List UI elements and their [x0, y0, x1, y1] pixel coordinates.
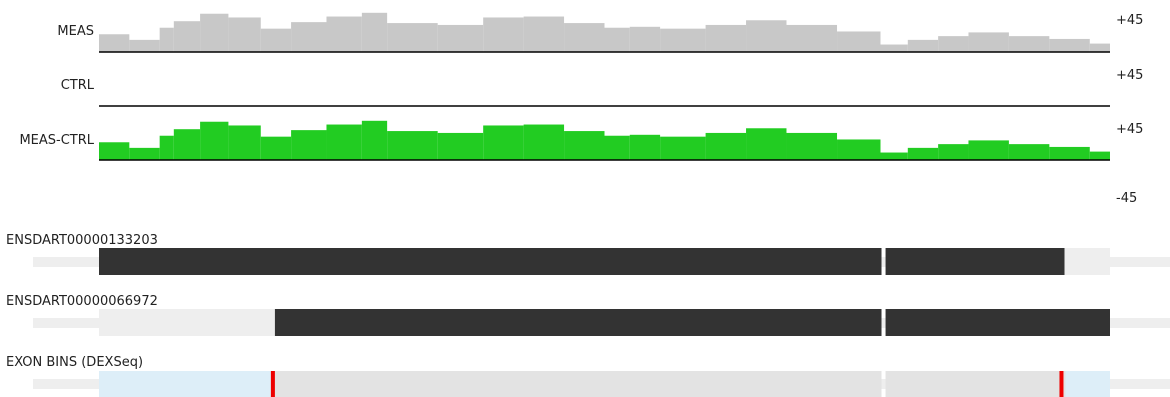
track-diff: MEAS-CTRL +45 -45	[19, 120, 1143, 206]
exon-bins	[99, 371, 1110, 397]
transcript-1-exon-0[interactable]	[99, 309, 275, 336]
coverage-bar-diff-4	[200, 121, 229, 160]
coverage-bar-diff-8	[326, 124, 362, 160]
track-meas-bars	[99, 12, 1110, 53]
coverage-bar-meas-11	[437, 24, 484, 52]
significant-bin-markers	[270, 371, 1064, 397]
transcript-1-exon-2[interactable]	[885, 309, 1110, 336]
transcript-1-exons	[99, 309, 1110, 336]
coverage-bar-meas-9	[361, 12, 388, 53]
transcript-0-exons	[99, 248, 1110, 275]
coverage-bar-meas-6	[260, 28, 292, 52]
coverage-bar-meas-28	[1089, 43, 1110, 52]
coverage-bar-diff-21	[837, 139, 881, 160]
coverage-bar-meas-1	[129, 39, 160, 52]
coverage-bar-meas-16	[629, 26, 661, 52]
track-meas: MEAS +45	[57, 12, 1143, 53]
coverage-bar-diff-25	[968, 140, 1009, 160]
coverage-bar-diff-9	[361, 120, 388, 160]
transcript-0-name: ENSDART00000133203	[6, 233, 158, 248]
coverage-bar-meas-19	[746, 20, 787, 52]
track-meas-scale-top: +45	[1116, 13, 1143, 28]
exon-bins-track: EXON BINS (DEXSeq)	[6, 355, 1170, 397]
coverage-bar-diff-6	[260, 136, 292, 160]
coverage-bar-meas-24	[938, 36, 969, 52]
coverage-bar-meas-12	[483, 17, 524, 52]
coverage-bar-meas-5	[228, 17, 261, 52]
coverage-bar-meas-21	[837, 31, 881, 52]
transcript-1: ENSDART00000066972	[6, 294, 1170, 336]
coverage-bar-meas-23	[907, 39, 939, 52]
transcript-0-exon-1[interactable]	[885, 248, 1065, 275]
track-diff-bars	[99, 120, 1110, 160]
track-label-ctrl: CTRL	[61, 78, 95, 93]
coverage-bar-meas-0	[99, 34, 130, 52]
coverage-bar-diff-5	[228, 125, 261, 160]
track-label-meas: MEAS	[57, 24, 94, 39]
transcript-0: ENSDART00000133203	[6, 233, 1170, 275]
coverage-bar-meas-4	[200, 13, 229, 52]
track-diff-scale-top: +45	[1116, 122, 1143, 137]
transcript-tracks: ENSDART00000133203 ENSDART00000066972 EX…	[6, 233, 1170, 397]
coverage-bar-diff-0	[99, 142, 130, 160]
coverage-bar-meas-17	[660, 28, 706, 52]
coverage-bar-diff-12	[483, 125, 524, 160]
track-label-diff: MEAS-CTRL	[19, 133, 94, 148]
coverage-bar-meas-15	[604, 27, 630, 52]
track-ctrl: CTRL +45	[61, 68, 1143, 107]
coverage-bar-diff-10	[387, 131, 438, 160]
exon-bin-3[interactable]	[1065, 371, 1110, 397]
coverage-bar-meas-20	[786, 24, 838, 52]
coverage-bar-diff-3	[173, 129, 201, 160]
coverage-bar-meas-10	[387, 23, 438, 52]
coverage-bar-meas-8	[326, 16, 362, 52]
exon-bin-2[interactable]	[885, 371, 1066, 397]
coverage-bar-diff-20	[786, 132, 838, 160]
significant-bin-marker-0	[270, 371, 275, 397]
coverage-bar-diff-19	[746, 128, 787, 160]
coverage-bar-meas-25	[968, 32, 1009, 52]
coverage-bar-meas-14	[564, 23, 605, 52]
coverage-bar-meas-22	[880, 44, 908, 52]
transcript-1-exon-1[interactable]	[274, 309, 882, 336]
coverage-bar-diff-28	[1089, 151, 1110, 160]
exon-bin-0[interactable]	[99, 371, 273, 397]
coverage-bar-diff-15	[604, 135, 630, 160]
transcript-0-exon-2[interactable]	[1064, 248, 1110, 275]
coverage-bar-meas-26	[1008, 36, 1050, 52]
coverage-bar-diff-16	[629, 134, 661, 160]
coverage-tracks: MEAS +45 CTRL +45 MEAS-CTRL +45 -45	[19, 12, 1143, 206]
coverage-bar-diff-7	[291, 130, 327, 160]
coverage-bar-meas-3	[173, 21, 201, 52]
coverage-bar-meas-7	[291, 22, 327, 52]
transcript-1-name: ENSDART00000066972	[6, 294, 158, 309]
coverage-bar-diff-17	[660, 136, 706, 160]
coverage-bar-diff-1	[129, 147, 160, 160]
transcript-0-exon-0[interactable]	[99, 248, 882, 275]
track-diff-scale-bottom: -45	[1116, 191, 1137, 206]
coverage-bar-diff-13	[523, 124, 565, 160]
coverage-bar-diff-27	[1049, 146, 1090, 160]
coverage-bar-diff-22	[880, 152, 908, 160]
coverage-bar-meas-2	[159, 27, 174, 52]
coverage-bar-diff-2	[159, 135, 174, 160]
track-ctrl-scale-top: +45	[1116, 68, 1143, 83]
significant-bin-marker-1	[1059, 371, 1064, 397]
coverage-bar-diff-26	[1008, 144, 1050, 160]
coverage-bar-meas-13	[523, 16, 565, 52]
coverage-bar-meas-18	[705, 24, 747, 52]
exon-bin-1[interactable]	[272, 371, 882, 397]
coverage-bar-diff-11	[437, 132, 484, 160]
exon-bins-title: EXON BINS (DEXSeq)	[6, 355, 143, 370]
coverage-bar-diff-18	[705, 132, 747, 160]
coverage-bar-diff-14	[564, 131, 605, 160]
coverage-bar-diff-24	[938, 144, 969, 160]
coverage-bar-meas-27	[1049, 38, 1090, 52]
coverage-bar-diff-23	[907, 147, 939, 160]
